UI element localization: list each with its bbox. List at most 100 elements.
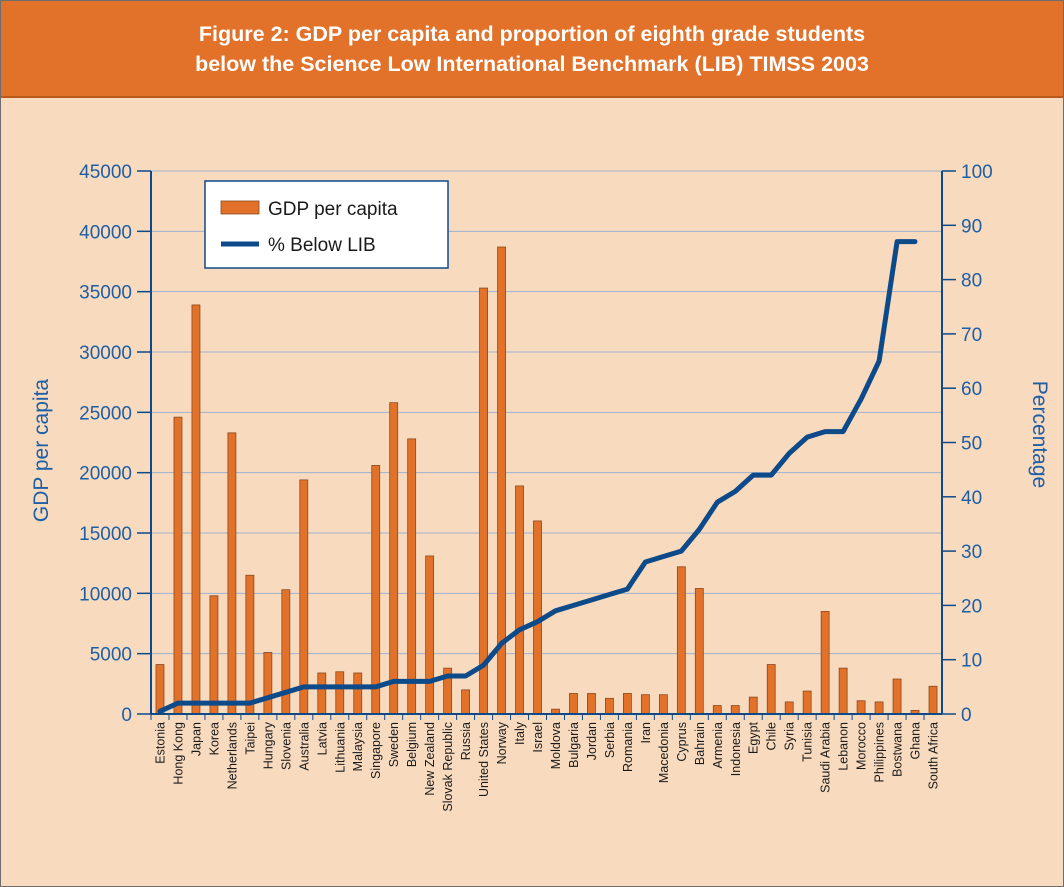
category-label: Belgium [405, 722, 419, 767]
category-label: Armenia [711, 722, 725, 769]
bar [263, 652, 273, 715]
right-tick-label: 30 [961, 542, 982, 563]
category-label: Bulgaria [567, 722, 581, 768]
legend-box [204, 180, 449, 269]
figure-title-line-2: below the Science Low International Benc… [195, 51, 869, 76]
right-tick-label: 0 [961, 705, 972, 726]
bar [155, 664, 165, 715]
category-label: South Africa [927, 722, 941, 789]
category-label: Syria [783, 722, 797, 751]
left-tick-label: 25000 [79, 403, 132, 424]
bar [317, 672, 327, 715]
category-label: Latvia [315, 722, 329, 755]
bar [407, 438, 417, 715]
right-tick-label: 90 [961, 216, 982, 237]
bar [173, 416, 183, 715]
bar [335, 671, 345, 715]
left-axis-title: GDP per capita [30, 379, 53, 523]
legend-swatch-gdp [220, 200, 260, 215]
bar [191, 304, 201, 715]
bar [820, 611, 830, 715]
category-label: Moldova [549, 722, 563, 769]
left-tick-label: 35000 [79, 283, 132, 304]
bar [730, 705, 740, 715]
category-label: Japan [189, 722, 203, 756]
left-tick-label: 45000 [79, 162, 132, 183]
category-label: Ghana [909, 722, 923, 760]
category-label: Tunisia [801, 722, 815, 762]
right-tick-label: 40 [961, 488, 982, 509]
category-label: Hong Kong [172, 722, 186, 785]
bar [640, 694, 650, 715]
category-label: Saudi Arabia [819, 722, 833, 793]
left-tick-label: 0 [121, 705, 132, 726]
bar [461, 689, 471, 715]
category-label: Netherlands [225, 722, 239, 789]
bar [838, 667, 848, 715]
category-label: Lithuania [333, 722, 347, 773]
category-label: Hungary [261, 721, 275, 769]
left-tick-label: 30000 [79, 343, 132, 364]
category-label: Philippines [873, 722, 887, 782]
category-label: United States [477, 722, 491, 797]
bar [676, 566, 686, 715]
bar [622, 693, 632, 715]
category-label: Israel [531, 722, 545, 753]
figure-title-line-1: Figure 2: GDP per capita and proportion … [198, 21, 866, 46]
category-label: Bostwana [891, 722, 905, 777]
right-tick-label: 70 [961, 325, 982, 346]
legend-label-gdp: GDP per capita [268, 199, 398, 220]
bar [712, 705, 722, 715]
bar [353, 672, 363, 715]
bar [748, 696, 758, 715]
category-label: Romania [621, 722, 635, 772]
category-label: Slovenia [279, 722, 293, 770]
left-tick-label: 40000 [79, 222, 132, 243]
bar [245, 574, 255, 715]
bar [569, 693, 578, 715]
category-label: Australia [297, 722, 311, 771]
bar [766, 664, 776, 715]
right-tick-label: 60 [961, 379, 982, 400]
category-label: Slovak Republic [441, 722, 455, 812]
category-label: Bahrain [693, 722, 707, 765]
category-label: Chile [765, 722, 779, 751]
left-tick-label: 15000 [79, 524, 132, 545]
right-tick-label: 80 [961, 271, 982, 292]
bar [658, 694, 668, 715]
left-tick-label: 20000 [79, 464, 132, 485]
bar [479, 287, 488, 715]
category-label: Malaysia [351, 722, 365, 771]
category-label: Cyprus [675, 722, 689, 762]
category-label: Korea [207, 722, 221, 755]
right-tick-label: 20 [961, 596, 982, 617]
right-tick-label: 100 [961, 162, 993, 183]
bar [227, 432, 237, 715]
category-label: Morocco [855, 722, 869, 770]
bar [515, 485, 524, 715]
category-label: Jordan [585, 722, 599, 760]
category-label: Estonia [154, 722, 168, 764]
category-label: Lebanon [837, 722, 851, 771]
category-label: Indonesia [729, 722, 743, 776]
right-axis-title: Percentage [1028, 381, 1051, 488]
category-label: Iran [639, 722, 653, 744]
bar [209, 595, 219, 715]
left-tick-label: 10000 [79, 584, 132, 605]
bar [425, 555, 435, 715]
bar [892, 678, 902, 715]
bar [856, 700, 866, 715]
category-label: Taipei [243, 722, 257, 755]
series-line-below-lib [157, 239, 918, 714]
bar [694, 588, 704, 715]
bar [389, 402, 399, 715]
bar [928, 685, 938, 715]
bar [371, 465, 381, 715]
bar [874, 701, 884, 715]
category-label: Singapore [369, 722, 383, 779]
legend-label-line: % Below LIB [268, 235, 376, 256]
category-label: New Zealand [423, 722, 437, 796]
category-label: Sweden [387, 722, 401, 767]
left-tick-label: 5000 [90, 645, 132, 666]
